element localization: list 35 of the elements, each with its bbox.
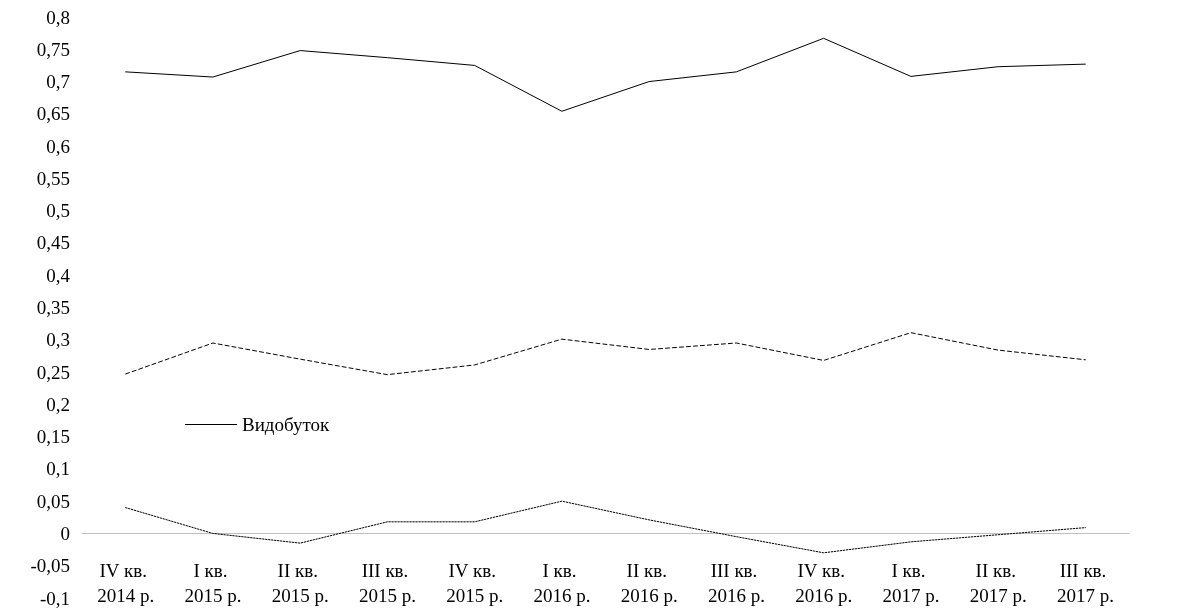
y-tick-label: 0,4 xyxy=(46,264,71,286)
y-tick-label: 0 xyxy=(60,522,70,544)
x-tick-label: II кв. 2016 р. xyxy=(620,560,678,606)
line-series xyxy=(125,500,1086,554)
x-tick-label: IV кв. 2014 р. xyxy=(97,560,155,606)
line-series xyxy=(125,37,1086,112)
y-tick-label: 0,1 xyxy=(46,458,70,480)
y-tick-label: 0,3 xyxy=(46,329,70,351)
y-tick-label: 0,2 xyxy=(46,393,70,415)
x-tick-label: I кв. 2016 р. xyxy=(533,560,591,606)
y-tick-label: 0,8 xyxy=(46,6,70,28)
x-tick-label: III кв. 2016 р. xyxy=(707,560,765,606)
y-tick-label: 0,35 xyxy=(36,297,70,318)
y-tick-label: 0,05 xyxy=(36,490,70,512)
x-tick-label: IV кв. 2015 р. xyxy=(446,560,504,606)
y-tick-label: 0,65 xyxy=(36,103,70,125)
y-tick-label: 0,5 xyxy=(46,200,70,222)
y-tick-label: 0,75 xyxy=(36,38,70,60)
y-tick-label: -0,1 xyxy=(39,587,70,609)
y-tick-label: -0,05 xyxy=(30,555,70,577)
x-tick-label: II кв. 2017 р. xyxy=(969,560,1027,606)
line-series xyxy=(125,332,1086,376)
x-tick-label: II кв. 2015 р. xyxy=(271,560,329,606)
y-tick-label: 0,7 xyxy=(46,71,70,93)
y-tick-label: 0,6 xyxy=(46,135,70,157)
x-tick-label: I кв. 2017 р. xyxy=(882,560,940,606)
legend-label: Видобуток xyxy=(242,414,330,435)
x-tick-label: IV кв. 2016 р. xyxy=(795,560,853,606)
y-tick-label: 0,55 xyxy=(36,167,70,189)
x-tick-label: I кв. 2015 р. xyxy=(184,560,242,606)
x-tick-label: III кв. 2017 р. xyxy=(1056,560,1114,606)
y-tick-label: 0,15 xyxy=(36,426,70,448)
x-tick-label: III кв. 2015 р. xyxy=(358,560,416,606)
y-tick-label: 0,45 xyxy=(36,232,70,254)
y-tick-label: 0,25 xyxy=(36,361,70,383)
